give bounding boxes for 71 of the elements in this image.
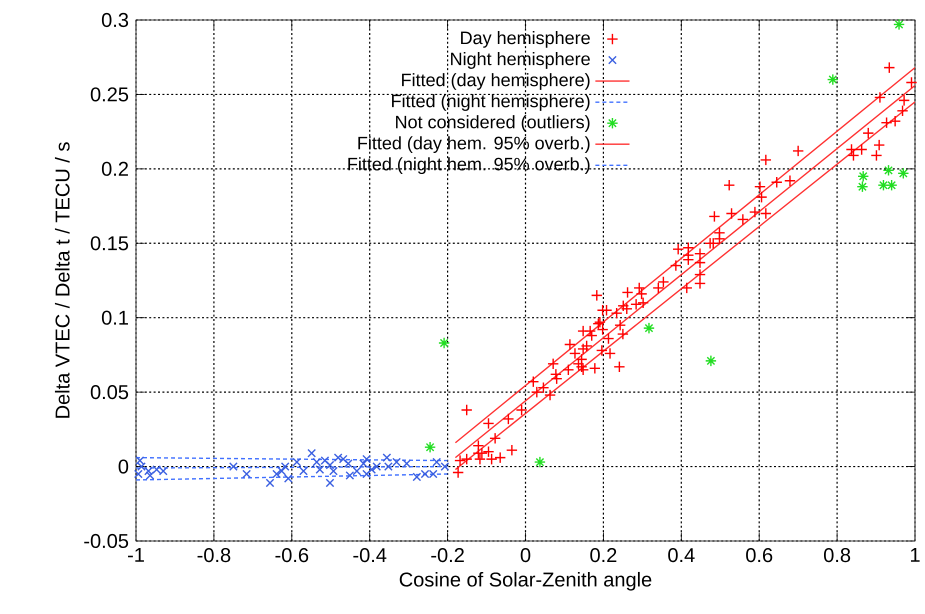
- x-tick-label: 0.2: [590, 548, 616, 562]
- point: [277, 466, 286, 476]
- point: [878, 179, 890, 192]
- y-tick-label: 0.25: [90, 87, 128, 102]
- y-tick-label: 0.1: [102, 310, 128, 325]
- point: [886, 179, 898, 192]
- point: [440, 462, 450, 471]
- x-tick-label: 1: [910, 548, 920, 562]
- point: [382, 453, 392, 462]
- x-tick-label: 0.6: [746, 548, 772, 562]
- legend-label: Fitted (day hem. 95% overb.): [358, 136, 590, 153]
- point: [329, 466, 338, 476]
- legend-label: Day hemisphere: [461, 30, 590, 48]
- x-tick-label: 0.4: [668, 548, 695, 562]
- point: [326, 460, 334, 470]
- x-tick-label: 0.8: [824, 548, 850, 562]
- y-tick-label: 0.2: [102, 162, 128, 176]
- y-axis-title: Delta VTEC / Delta t / TECU / s: [54, 142, 70, 418]
- point: [882, 164, 894, 176]
- point: [826, 74, 839, 86]
- x-tick-label: -0.8: [198, 548, 230, 562]
- point: [134, 470, 143, 478]
- point: [384, 462, 393, 471]
- point: [344, 459, 353, 468]
- point: [136, 456, 144, 465]
- x-tick-label: -1: [128, 548, 144, 562]
- x-tick-label: 0: [520, 548, 530, 562]
- point: [438, 337, 450, 349]
- point: [705, 354, 717, 367]
- y-tick-label: -0.05: [84, 534, 128, 548]
- x-tick-label: -0.6: [275, 548, 308, 562]
- point: [272, 470, 281, 478]
- point: [534, 456, 546, 468]
- point: [643, 322, 655, 334]
- point: [352, 466, 362, 476]
- point: [893, 18, 905, 30]
- point: [137, 462, 146, 471]
- point: [856, 180, 868, 193]
- point: [345, 471, 354, 480]
- y-tick-label: 0.3: [102, 12, 128, 28]
- point: [315, 465, 324, 474]
- point: [367, 465, 376, 474]
- y-tick-label: 0.05: [90, 385, 128, 400]
- point: [299, 466, 308, 476]
- point: [307, 448, 316, 458]
- point: [326, 478, 334, 488]
- point: [362, 470, 371, 478]
- y-tick-label: 0: [118, 459, 128, 474]
- x-axis-title: Cosine of Solar-Zenith angle: [400, 572, 652, 591]
- point: [280, 462, 290, 471]
- point: [424, 441, 436, 454]
- point: [857, 170, 870, 182]
- x-tick-label: -0.2: [431, 548, 464, 562]
- legend-label: Fitted (night hemisphere): [392, 94, 590, 111]
- point: [432, 458, 442, 466]
- legend-label: Not considered (outliers): [396, 115, 590, 132]
- y-tick-label: 0.15: [90, 236, 128, 250]
- point: [266, 478, 274, 488]
- point: [359, 459, 368, 468]
- point: [284, 474, 293, 483]
- point: [362, 454, 371, 464]
- point: [372, 462, 382, 471]
- x-tick-label: -0.4: [353, 548, 386, 562]
- point: [292, 458, 302, 466]
- legend-label: Night hemisphere: [451, 52, 590, 69]
- legend-label: Fitted (day hemisphere): [402, 73, 590, 90]
- point: [897, 167, 910, 180]
- point: [242, 470, 251, 478]
- point: [229, 462, 238, 471]
- point: [146, 471, 154, 480]
- legend-label: Fitted (night hem. 95% overb.): [348, 157, 590, 174]
